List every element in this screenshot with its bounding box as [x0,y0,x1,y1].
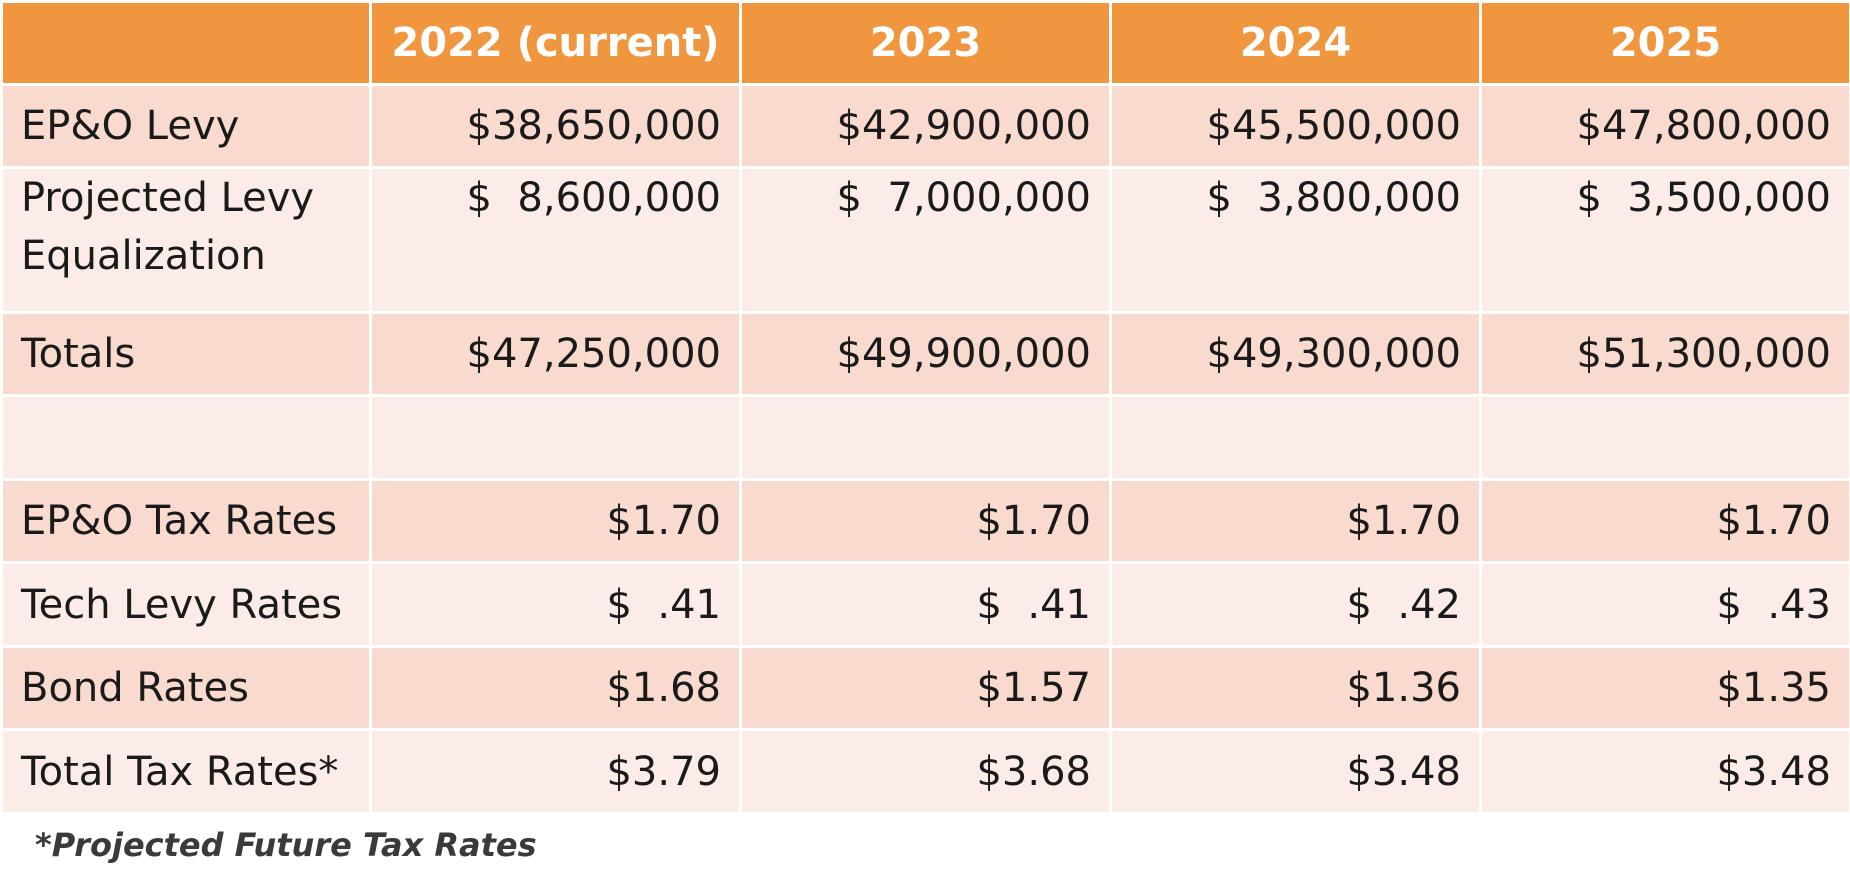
cell-value: $49,900,000 [739,311,1112,397]
cell-value [739,394,1112,481]
row-bond-rates: Bond Rates $1.68 $1.57 $1.36 $1.35 [0,645,1850,731]
cell-value: $38,650,000 [369,83,742,169]
cell-value: $47,250,000 [369,311,742,397]
cell-value: $42,900,000 [739,83,1112,169]
cell-value: $3.48 [1479,728,1850,815]
cell-value: $1.57 [739,645,1112,731]
cell-value: $1.35 [1479,645,1850,731]
cell-value: $ .43 [1479,561,1850,648]
header-cell-2023: 2023 [739,0,1112,86]
row-label: EP&O Levy [0,83,372,169]
row-totals: Totals $47,250,000 $49,900,000 $49,300,0… [0,311,1850,397]
cell-value: $1.70 [739,478,1112,564]
row-tech-levy-rates: Tech Levy Rates $ .41 $ .41 $ .42 $ .43 [0,561,1850,648]
cell-value [1109,394,1482,481]
row-epo-tax-rates: EP&O Tax Rates $1.70 $1.70 $1.70 $1.70 [0,478,1850,564]
cell-value: $3.79 [369,728,742,815]
tax-levy-table: 2022 (current) 2023 2024 2025 EP&O Levy … [0,0,1850,815]
cell-value [369,394,742,481]
cell-value: $51,300,000 [1479,311,1850,397]
cell-value: $ 3,800,000 [1109,166,1482,314]
header-cell-2022: 2022 (current) [369,0,742,86]
row-label: EP&O Tax Rates [0,478,372,564]
cell-value: $ .42 [1109,561,1482,648]
cell-value: $1.36 [1109,645,1482,731]
cell-value: $47,800,000 [1479,83,1850,169]
header-row: 2022 (current) 2023 2024 2025 [0,0,1850,86]
header-cell-2024: 2024 [1109,0,1482,86]
row-label: Bond Rates [0,645,372,731]
cell-value: $ .41 [739,561,1112,648]
cell-value: $1.70 [1109,478,1482,564]
row-label [0,394,372,481]
row-epo-levy: EP&O Levy $38,650,000 $42,900,000 $45,50… [0,83,1850,169]
cell-value: $45,500,000 [1109,83,1482,169]
footnote: *Projected Future Tax Rates [35,826,537,864]
cell-value: $3.68 [739,728,1112,815]
row-levy-equalization: Projected Levy Equalization $ 8,600,000 … [0,166,1850,314]
cell-value: $1.70 [369,478,742,564]
cell-value: $49,300,000 [1109,311,1482,397]
cell-value: $ 3,500,000 [1479,166,1850,314]
cell-value: $3.48 [1109,728,1482,815]
row-label: Tech Levy Rates [0,561,372,648]
cell-value: $ 8,600,000 [369,166,742,314]
cell-value [1479,394,1850,481]
row-label: Projected Levy Equalization [0,166,372,314]
row-label: Totals [0,311,372,397]
row-total-tax-rates: Total Tax Rates* $3.79 $3.68 $3.48 $3.48 [0,728,1850,815]
cell-value: $1.70 [1479,478,1850,564]
cell-value: $ 7,000,000 [739,166,1112,314]
header-cell-blank [0,0,372,86]
cell-value: $ .41 [369,561,742,648]
header-cell-2025: 2025 [1479,0,1850,86]
row-label: Total Tax Rates* [0,728,372,815]
cell-value: $1.68 [369,645,742,731]
row-spacer [0,394,1850,481]
